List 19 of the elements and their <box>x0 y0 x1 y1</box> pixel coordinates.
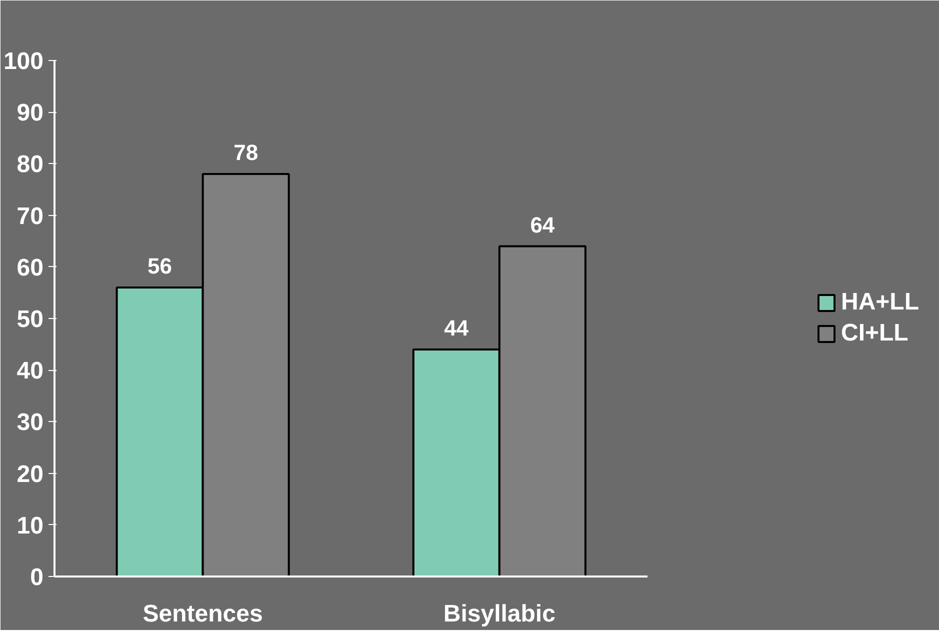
legend-label: CI+LL <box>841 320 908 348</box>
y-tick-label: 70 <box>16 202 44 230</box>
data-label: 56 <box>148 254 172 279</box>
y-tick-label: 60 <box>16 254 44 282</box>
y-tick-label: 100 <box>3 48 44 75</box>
y-tick-label: 10 <box>16 512 44 540</box>
data-label: 64 <box>530 212 556 238</box>
y-tick-label: 30 <box>16 409 44 436</box>
x-tick-label: Bisyllabic <box>443 600 556 628</box>
data-label: 44 <box>444 315 470 340</box>
data-label: 78 <box>234 140 258 166</box>
x-tick-label: Sentences <box>142 600 263 628</box>
y-tick-label: 50 <box>16 306 44 333</box>
y-tick-label: 40 <box>16 358 44 385</box>
y-tick-label: 20 <box>16 460 44 488</box>
y-tick-label: 90 <box>16 100 44 127</box>
y-tick-label: 80 <box>16 151 44 178</box>
legend-label: HA+LL <box>841 288 919 316</box>
y-tick-label: 0 <box>30 564 44 591</box>
